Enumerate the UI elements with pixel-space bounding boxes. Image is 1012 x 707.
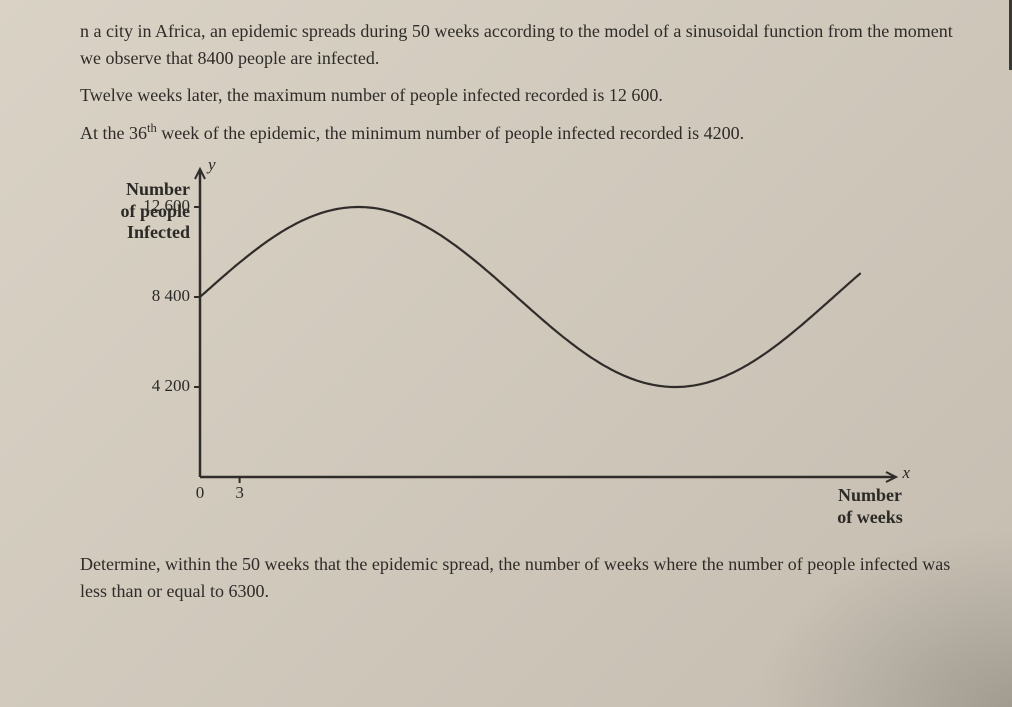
x-axis-title-l2: of weeks	[837, 507, 903, 527]
y-tick-8400: 8 400	[120, 286, 190, 306]
p3-sup: th	[147, 121, 157, 135]
paragraph-3: At the 36th week of the epidemic, the mi…	[80, 119, 972, 147]
y-variable-label: y	[208, 155, 216, 175]
x-axis-title-l1: Number	[838, 485, 902, 505]
x-tick-0: 0	[190, 483, 210, 503]
p3-prefix: At the 36	[80, 123, 147, 143]
paragraph-2: Twelve weeks later, the maximum number o…	[80, 82, 972, 109]
question-paragraph: Determine, within the 50 weeks that the …	[80, 551, 972, 605]
page-root: n a city in Africa, an epidemic spreads …	[0, 0, 1012, 707]
paragraph-1: n a city in Africa, an epidemic spreads …	[80, 18, 972, 72]
chart-svg	[80, 157, 940, 537]
x-variable-label: x	[902, 463, 910, 483]
y-tick-4200: 4 200	[120, 376, 190, 396]
x-axis-title: Number of weeks	[820, 485, 920, 528]
y-tick-12600: 12 600	[120, 196, 190, 216]
chart-container: y Number of people Infected 12 600 8 400…	[80, 157, 940, 537]
x-tick-3: 3	[230, 483, 250, 503]
p3-suffix: week of the epidemic, the minimum number…	[157, 123, 744, 143]
y-axis-title-l3: Infected	[127, 222, 190, 242]
